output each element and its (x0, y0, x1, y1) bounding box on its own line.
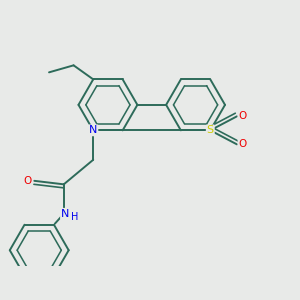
Text: O: O (23, 176, 32, 186)
Text: H: H (71, 212, 79, 222)
Text: S: S (207, 125, 214, 135)
Text: N: N (61, 209, 69, 219)
Text: O: O (238, 140, 247, 149)
Text: O: O (238, 111, 247, 121)
Text: N: N (89, 125, 98, 135)
